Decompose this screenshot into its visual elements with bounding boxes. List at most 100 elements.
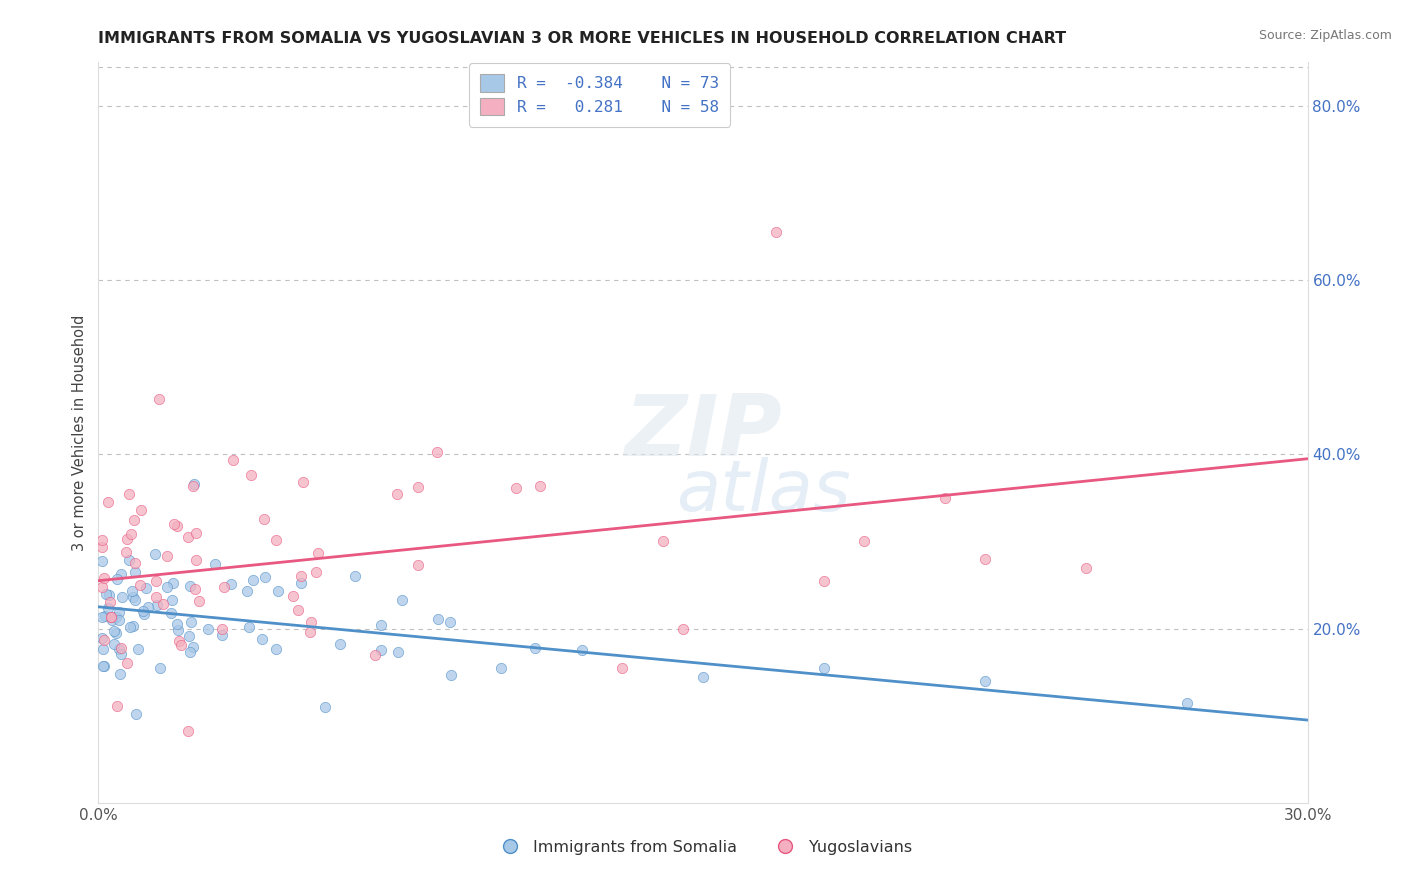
Point xyxy=(219,577,242,591)
Point xyxy=(148,392,170,407)
Point xyxy=(103,637,125,651)
Point xyxy=(93,632,115,647)
Point xyxy=(149,661,172,675)
Point xyxy=(104,609,127,624)
Point xyxy=(124,593,146,607)
Point xyxy=(105,573,128,587)
Point xyxy=(253,570,276,584)
Point xyxy=(813,661,835,675)
Point xyxy=(146,599,169,613)
Point xyxy=(124,565,146,579)
Point xyxy=(250,632,273,646)
Point xyxy=(120,620,142,634)
Point xyxy=(385,486,408,500)
Point xyxy=(267,584,290,599)
Point xyxy=(160,606,183,620)
Point xyxy=(97,601,120,615)
Point xyxy=(122,590,145,604)
Point xyxy=(692,669,714,683)
Point xyxy=(180,615,202,630)
Point xyxy=(110,566,132,581)
Text: Source: ZipAtlas.com: Source: ZipAtlas.com xyxy=(1258,29,1392,42)
Point xyxy=(129,503,152,517)
Point xyxy=(91,581,114,595)
Point xyxy=(91,610,114,624)
Point xyxy=(120,527,142,541)
Point xyxy=(290,575,312,590)
Point xyxy=(108,605,131,619)
Point xyxy=(117,532,139,546)
Point xyxy=(163,516,186,531)
Point xyxy=(264,533,287,547)
Point xyxy=(103,624,125,638)
Point xyxy=(177,723,200,738)
Point xyxy=(136,600,159,615)
Point xyxy=(105,699,128,714)
Point xyxy=(853,534,876,549)
Point xyxy=(491,661,513,675)
Point xyxy=(529,479,551,493)
Point xyxy=(170,639,193,653)
Point xyxy=(204,557,226,571)
Point xyxy=(127,642,149,657)
Point xyxy=(91,540,114,554)
Point xyxy=(124,556,146,570)
Point xyxy=(121,584,143,599)
Point xyxy=(100,613,122,627)
Point xyxy=(156,580,179,594)
Point xyxy=(813,574,835,588)
Point xyxy=(167,623,190,637)
Point xyxy=(197,622,219,636)
Point xyxy=(107,642,129,657)
Point xyxy=(238,620,260,634)
Point xyxy=(298,625,321,640)
Point xyxy=(145,574,167,589)
Point xyxy=(344,569,367,583)
Point xyxy=(122,618,145,632)
Point xyxy=(524,640,547,655)
Point xyxy=(211,627,233,641)
Point xyxy=(440,668,463,682)
Point xyxy=(184,552,207,566)
Point xyxy=(672,622,695,636)
Point xyxy=(934,491,956,505)
Point xyxy=(181,479,204,493)
Point xyxy=(287,603,309,617)
Point xyxy=(117,552,139,566)
Point xyxy=(427,612,450,626)
Point xyxy=(765,225,787,239)
Point xyxy=(307,546,329,560)
Point xyxy=(1175,696,1198,710)
Point xyxy=(135,582,157,596)
Point xyxy=(186,526,208,541)
Point xyxy=(212,580,235,594)
Point xyxy=(239,467,262,482)
Point xyxy=(166,518,188,533)
Point xyxy=(98,595,121,609)
Point xyxy=(156,549,179,563)
Point xyxy=(118,487,141,501)
Point xyxy=(183,476,205,491)
Point xyxy=(129,578,152,592)
Point xyxy=(370,618,392,632)
Point xyxy=(111,591,134,605)
Point xyxy=(242,574,264,588)
Point xyxy=(125,707,148,722)
Point xyxy=(177,629,200,643)
Point xyxy=(236,583,259,598)
Point xyxy=(177,531,200,545)
Point xyxy=(974,673,997,688)
Point xyxy=(108,613,131,627)
Point xyxy=(387,645,409,659)
Point xyxy=(314,700,336,714)
Point xyxy=(91,642,114,657)
Point xyxy=(505,481,527,495)
Point xyxy=(115,656,138,670)
Point xyxy=(110,667,132,681)
Point xyxy=(370,643,392,657)
Point xyxy=(1074,560,1097,574)
Point xyxy=(283,589,305,603)
Point xyxy=(211,622,233,636)
Text: ZIP: ZIP xyxy=(624,391,782,475)
Point xyxy=(100,609,122,624)
